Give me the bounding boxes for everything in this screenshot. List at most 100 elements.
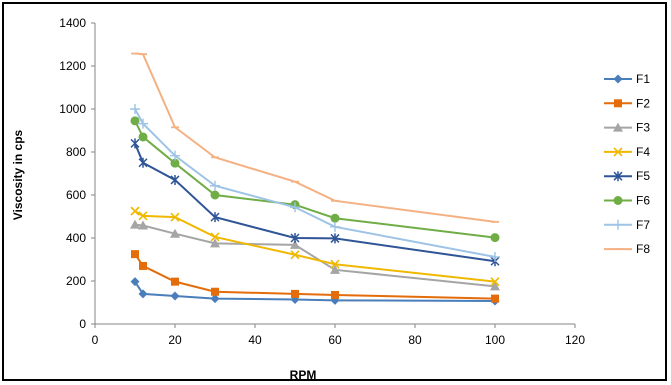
legend-item-f7: F7	[604, 218, 650, 232]
legend-label-f8: F8	[636, 242, 650, 256]
data-point-f2	[331, 290, 339, 299]
series-f2	[131, 250, 499, 303]
data-point-f1	[138, 289, 148, 299]
data-point-f7	[210, 180, 220, 191]
legend: F1 F2 F3 F4 F5 F6 F7 F8	[604, 72, 650, 256]
series-line-f8	[134, 52, 496, 223]
series-layer	[130, 52, 500, 306]
legend-item-f8: F8	[604, 242, 650, 256]
data-point-f7	[490, 251, 500, 262]
x-tick-label: 40	[248, 333, 262, 347]
legend-label-f3: F3	[636, 121, 650, 135]
series-line-f3	[134, 223, 496, 288]
x-tick-label: 80	[408, 333, 422, 347]
data-point-f3	[210, 238, 220, 248]
legend-marker-f5	[613, 171, 623, 182]
data-point-f1	[210, 294, 220, 304]
data-point-f7	[170, 150, 180, 161]
legend-marker-f1	[613, 74, 623, 84]
data-point-f7	[290, 202, 300, 213]
data-point-f4	[330, 259, 340, 269]
data-point-f6	[490, 233, 500, 243]
data-point-f4	[290, 250, 300, 260]
data-point-f3	[290, 239, 300, 249]
legend-label-f4: F4	[636, 145, 650, 159]
data-point-f5	[130, 138, 140, 149]
chart-frame: 0 200 400 600 800 1000 1200 1400 0 20 40 60 80 100 120…	[2, 2, 667, 382]
x-tick-label: 20	[168, 333, 182, 347]
data-point-f4	[138, 211, 148, 221]
legend-label-f6: F6	[636, 194, 650, 208]
legend-marker-f3	[613, 122, 623, 132]
data-point-f5	[138, 157, 148, 168]
data-point-f3	[130, 219, 140, 229]
legend-label-f1: F1	[636, 72, 650, 86]
x-tick-label: 60	[328, 333, 342, 347]
legend-label-f7: F7	[636, 218, 650, 232]
x-axis-title: RPM	[290, 368, 317, 382]
series-f6	[130, 116, 500, 243]
legend-marker-f7	[613, 219, 623, 230]
data-point-f4	[490, 277, 500, 287]
data-point-f2	[171, 277, 179, 286]
legend-label-f2: F2	[636, 96, 650, 110]
legend-marker-f4	[613, 147, 623, 157]
data-point-f4	[170, 212, 180, 222]
legend-item-f2: F2	[604, 96, 650, 110]
data-point-f1	[130, 277, 140, 287]
data-point-f6	[210, 190, 220, 200]
series-line-f5	[134, 143, 496, 263]
series-f4	[130, 206, 500, 287]
legend-item-f3: F3	[604, 121, 650, 135]
data-point-f7	[138, 118, 148, 129]
legend-marker-f6	[613, 196, 623, 205]
viscosity-line-chart: 0 200 400 600 800 1000 1200 1400 0 20 40 60 80 100 120…	[11, 16, 650, 382]
y-tick-label: 1400	[59, 16, 86, 30]
data-point-f2	[139, 261, 147, 270]
legend-label-f5: F5	[636, 169, 650, 183]
data-point-f5	[210, 212, 220, 223]
data-point-f4	[210, 232, 220, 242]
series-f5	[130, 138, 500, 267]
y-tick-label: 400	[66, 231, 86, 245]
data-point-f5	[290, 233, 300, 243]
data-point-f2	[211, 287, 219, 296]
legend-item-f5: F5	[604, 169, 650, 183]
x-tick-label: 100	[485, 333, 505, 347]
data-point-f7	[130, 104, 140, 114]
y-tick-label: 1200	[59, 59, 86, 73]
data-point-f7	[330, 221, 340, 232]
y-axis-title: Viscosity in cps	[11, 129, 25, 220]
data-point-f4	[130, 206, 140, 216]
x-tick-label: 120	[565, 333, 585, 347]
series-f3	[130, 219, 500, 291]
y-tick-label: 200	[66, 274, 86, 288]
data-point-f3	[490, 281, 500, 291]
legend-item-f1: F1	[604, 72, 650, 86]
data-point-f3	[138, 220, 148, 230]
data-point-f5	[330, 233, 340, 244]
data-point-f3	[330, 264, 340, 274]
data-point-f1	[170, 291, 180, 301]
data-point-f2	[131, 250, 139, 259]
legend-marker-f2	[614, 99, 622, 108]
data-point-f5	[170, 174, 180, 185]
series-line-f7	[134, 108, 496, 258]
data-point-f6	[138, 132, 148, 142]
data-point-f2	[291, 289, 299, 298]
data-point-f3	[170, 228, 180, 238]
y-tick-label: 1000	[59, 102, 86, 116]
data-point-f2	[491, 294, 499, 303]
data-point-f6	[170, 158, 180, 168]
axes: 0 200 400 600 800 1000 1200 1400 0 20 40 60 80 100 120	[59, 16, 585, 347]
legend-item-f4: F4	[604, 145, 650, 159]
legend-item-f6: F6	[604, 194, 650, 208]
data-point-f6	[330, 213, 340, 223]
data-point-f6	[130, 116, 140, 126]
series-f8	[131, 52, 499, 223]
series-f7	[130, 104, 500, 262]
y-tick-label: 800	[66, 145, 86, 159]
y-tick-label: 600	[66, 188, 86, 202]
y-tick-label: 0	[79, 317, 86, 331]
x-tick-label: 0	[92, 333, 99, 347]
